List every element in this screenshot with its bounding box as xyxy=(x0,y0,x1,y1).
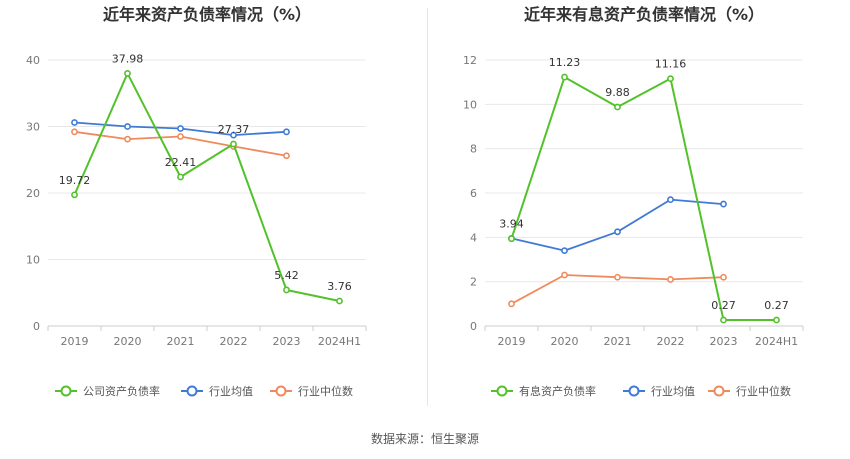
data-point xyxy=(230,131,237,139)
data-point xyxy=(283,128,290,136)
y-tick-label: 0 xyxy=(33,320,40,333)
legend-marker[interactable] xyxy=(186,385,198,397)
data-label: 3.76 xyxy=(327,280,352,293)
data-point xyxy=(508,300,515,308)
y-tick-label: 20 xyxy=(26,187,40,200)
legend-item-label[interactable]: 公司资产负债率 xyxy=(83,384,160,398)
data-point xyxy=(283,152,290,160)
legend-item-label[interactable]: 行业中位数 xyxy=(736,384,791,398)
x-tick-label: 2020 xyxy=(551,335,579,348)
data-label: 19.72 xyxy=(59,174,91,187)
x-tick-label: 2020 xyxy=(114,335,142,348)
data-point xyxy=(230,140,237,148)
data-label: 37.98 xyxy=(112,52,144,65)
data-point xyxy=(71,128,78,136)
data-label: 9.88 xyxy=(605,86,630,99)
data-point xyxy=(561,247,568,255)
data-point xyxy=(177,125,184,132)
data-point xyxy=(124,123,131,130)
y-tick-label: 40 xyxy=(26,54,40,67)
legend-marker[interactable] xyxy=(713,385,725,397)
x-tick-label: 2019 xyxy=(498,335,526,348)
y-tick-label: 0 xyxy=(470,320,477,333)
data-point xyxy=(614,273,621,281)
x-tick-label: 2022 xyxy=(220,335,248,348)
legend-item-label[interactable]: 行业中位数 xyxy=(298,384,353,398)
data-label: 11.23 xyxy=(549,56,581,69)
series-line xyxy=(510,76,777,321)
series-line xyxy=(511,198,724,252)
data-point xyxy=(720,273,727,281)
legend-marker[interactable] xyxy=(60,385,72,397)
x-tick-label: 2024H1 xyxy=(318,335,361,348)
data-point xyxy=(508,235,515,243)
data-point xyxy=(561,73,568,81)
debt-ratio-chart: 近年来资产负债率情况（%） 0 10 20 30 40 2019 2020 2021 2022 20… xyxy=(26,5,367,398)
data-point xyxy=(720,316,727,324)
data-label: 22.41 xyxy=(165,156,197,169)
x-tick-label: 2023 xyxy=(710,335,738,348)
data-label: 5.42 xyxy=(274,269,299,282)
data-label: 27.37 xyxy=(218,123,250,136)
y-tick-label: 8 xyxy=(470,143,477,156)
chart-divider xyxy=(427,8,428,406)
data-point xyxy=(71,191,78,199)
chart-title: 近年来有息资产负债率情况（%） xyxy=(524,5,764,24)
y-tick-label: 12 xyxy=(463,54,477,67)
x-tick-label: 2019 xyxy=(61,335,89,348)
x-tick-label: 2021 xyxy=(604,335,632,348)
data-point xyxy=(720,200,727,208)
data-point xyxy=(614,228,621,236)
x-tick-label: 2022 xyxy=(657,335,685,348)
data-point xyxy=(561,271,568,279)
y-tick-label: 2 xyxy=(470,276,477,289)
legend-marker[interactable] xyxy=(628,385,640,397)
x-tick-label: 2024H1 xyxy=(755,335,798,348)
y-tick-label: 4 xyxy=(470,231,477,244)
data-point xyxy=(336,297,343,305)
legend-marker[interactable] xyxy=(275,385,287,397)
legend-item-label[interactable]: 行业均值 xyxy=(209,385,253,398)
legend-marker[interactable] xyxy=(496,385,508,397)
x-tick-label: 2023 xyxy=(273,335,301,348)
y-tick-label: 10 xyxy=(463,98,477,111)
data-label: 11.16 xyxy=(655,58,687,71)
data-source-note: 数据来源：恒生聚源 xyxy=(371,431,479,446)
data-point xyxy=(124,70,131,77)
series-line xyxy=(73,72,340,302)
data-point xyxy=(71,119,78,126)
y-tick-label: 30 xyxy=(26,121,40,134)
data-label: 0.27 xyxy=(764,299,789,312)
data-point xyxy=(177,133,184,140)
data-point xyxy=(124,135,131,143)
data-point xyxy=(667,196,674,204)
data-label: 3.94 xyxy=(499,218,524,231)
data-label: 0.27 xyxy=(711,299,736,312)
chart-title: 近年来资产负债率情况（%） xyxy=(103,5,311,24)
y-tick-label: 6 xyxy=(470,187,477,200)
data-point xyxy=(177,173,184,181)
legend-item-label[interactable]: 行业均值 xyxy=(651,385,695,398)
data-point xyxy=(283,286,290,294)
data-point xyxy=(667,75,674,83)
x-tick-label: 2021 xyxy=(167,335,195,348)
data-point xyxy=(614,103,621,111)
data-point xyxy=(773,316,780,324)
interest-debt-ratio-chart: 近年来有息资产负债率情况（%） 0 2 4 6 8 10 12 2019 2020 2021 2022… xyxy=(463,5,804,398)
legend-item-label[interactable]: 有息资产负债率 xyxy=(519,384,596,398)
y-tick-label: 10 xyxy=(26,254,40,267)
data-point xyxy=(667,276,674,283)
